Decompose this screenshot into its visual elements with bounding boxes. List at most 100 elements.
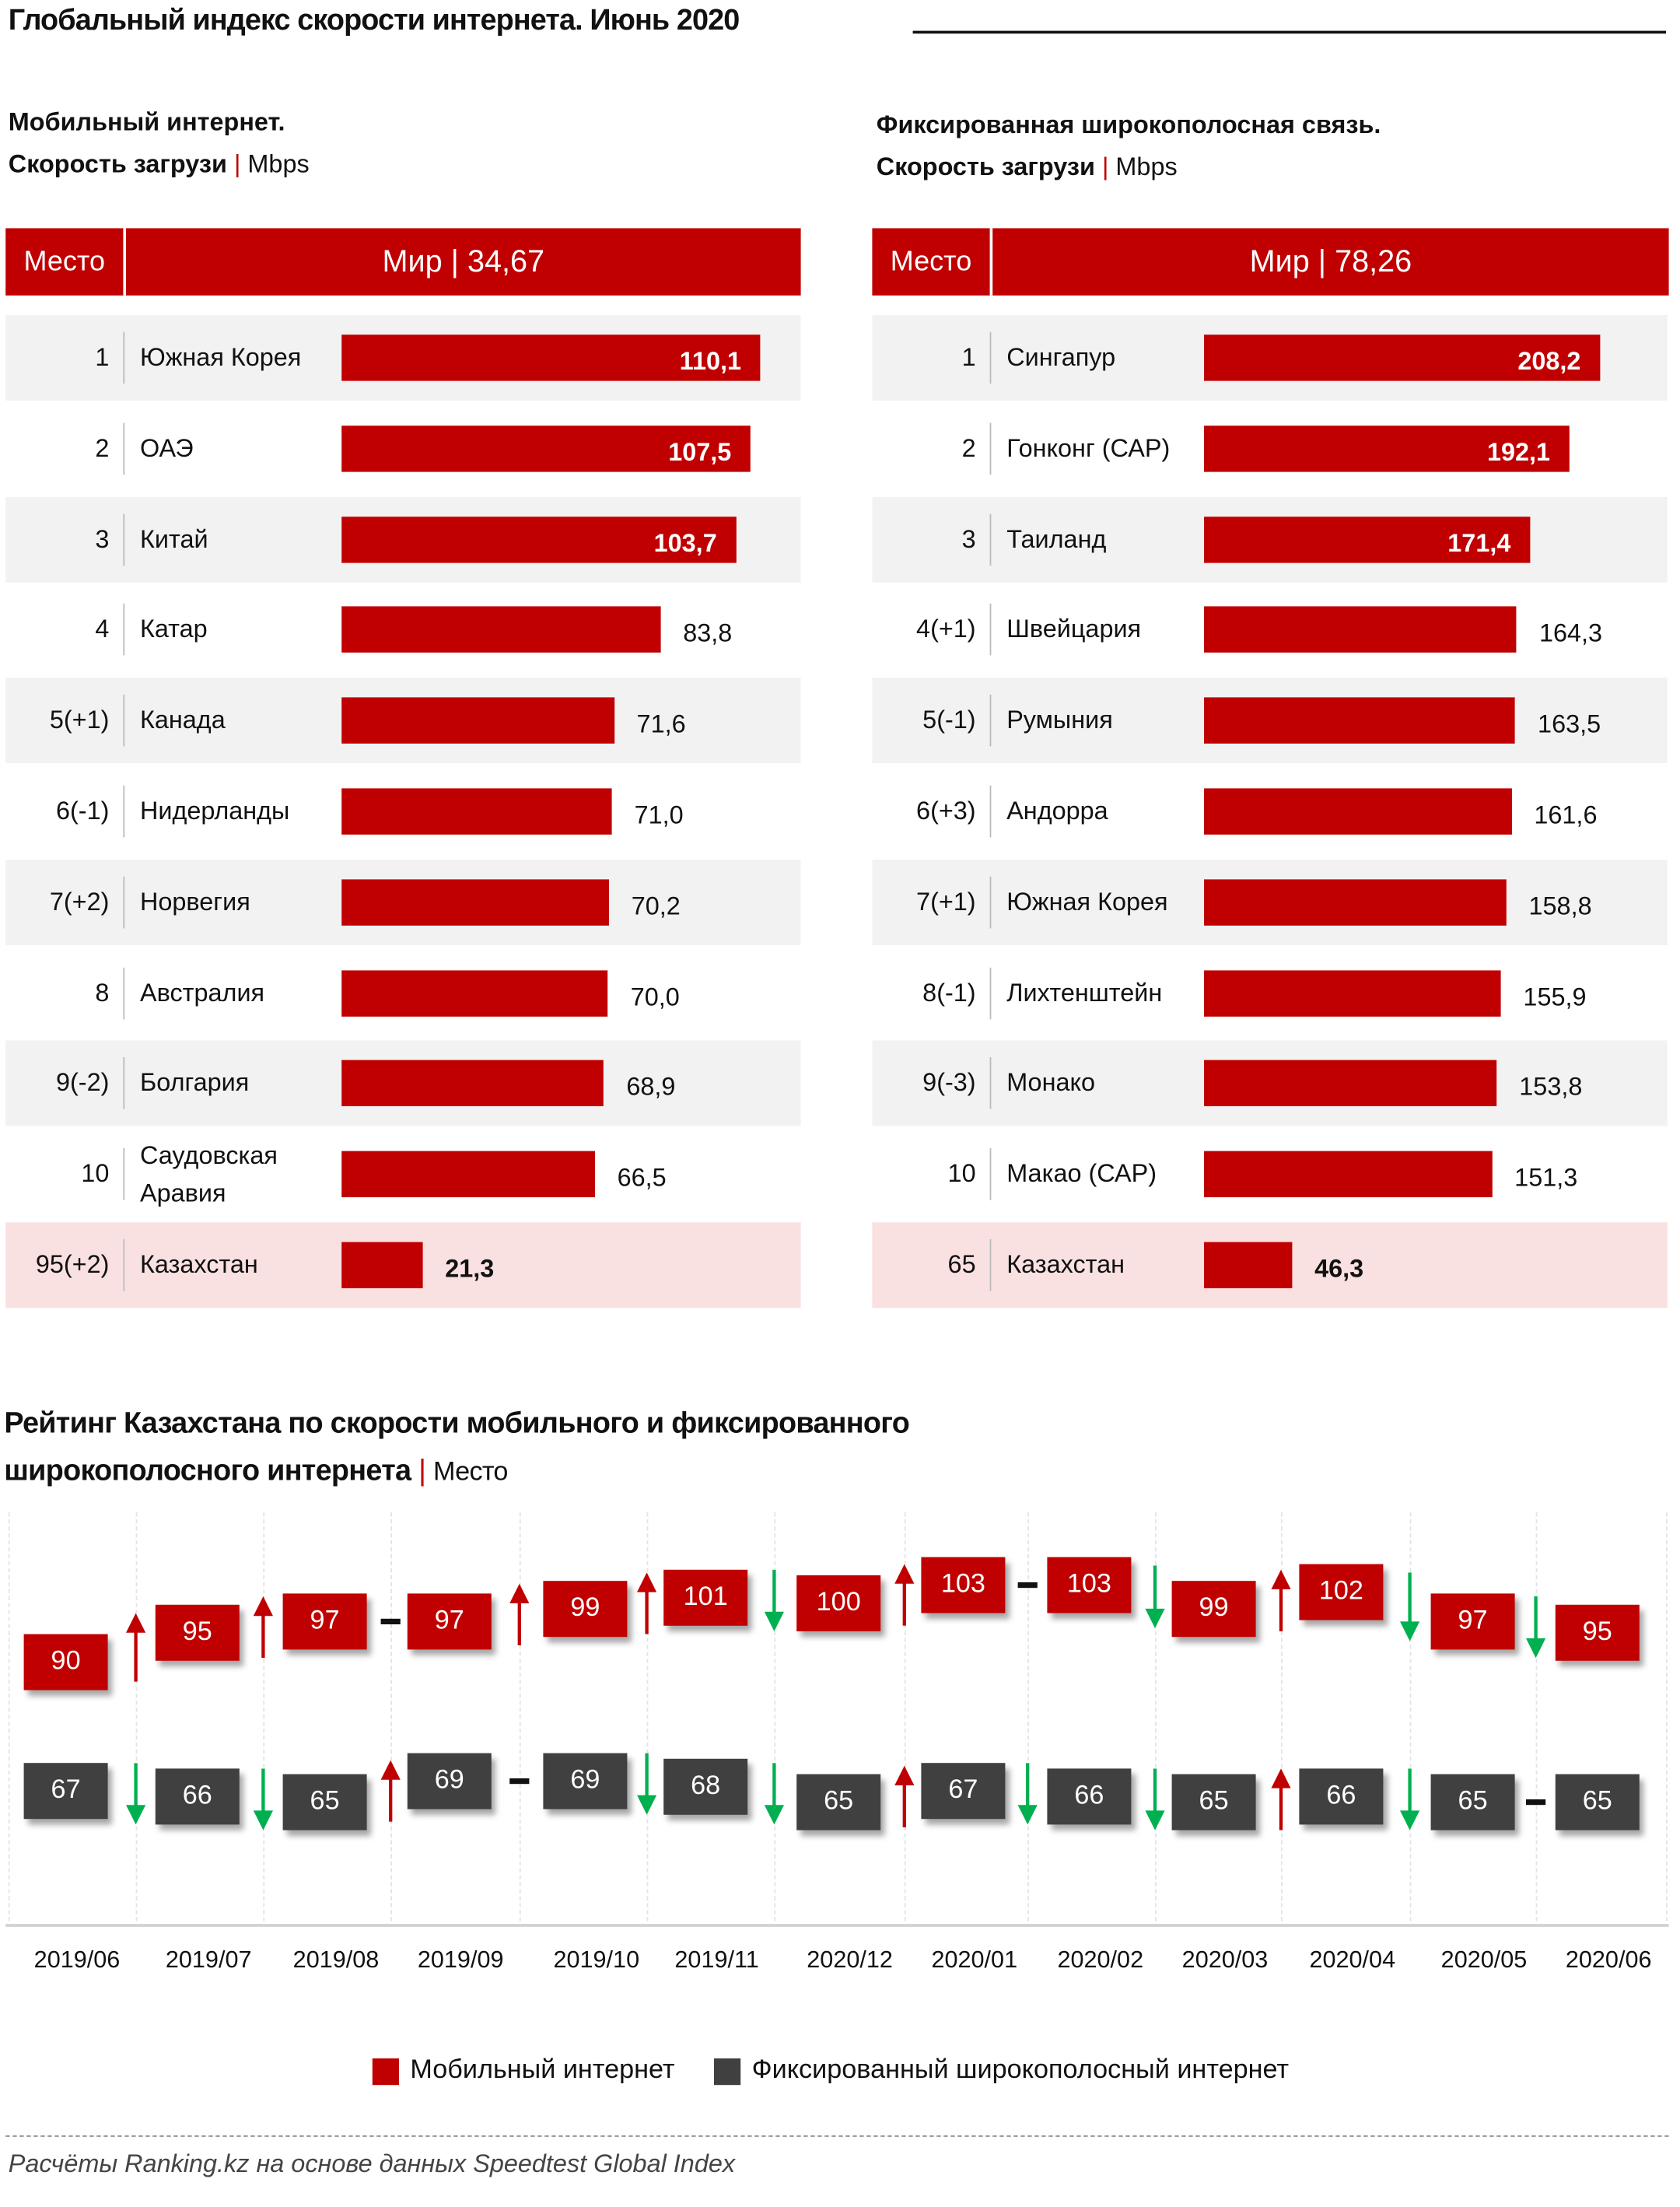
grid-line bbox=[263, 1512, 265, 1921]
grid-line bbox=[1281, 1512, 1283, 1921]
speed-bar bbox=[1204, 607, 1517, 653]
rank-cell: 3 bbox=[961, 524, 976, 553]
arrow-up-icon bbox=[252, 1596, 275, 1658]
grid-line bbox=[519, 1512, 521, 1921]
fixed-rank-box: 65 bbox=[282, 1774, 367, 1830]
mobile-rank-box: 97 bbox=[1430, 1592, 1515, 1649]
country-name: ОАЭ bbox=[140, 433, 194, 462]
column-separator bbox=[123, 1148, 125, 1200]
rank-column-header: Место bbox=[5, 228, 127, 296]
speed-bar bbox=[1204, 879, 1507, 926]
table-row: 8(-1) Лихтенштейн 155,9 bbox=[872, 950, 1668, 1036]
speed-bar bbox=[1204, 788, 1512, 835]
column-separator bbox=[123, 1239, 125, 1291]
grid-line bbox=[646, 1512, 649, 1921]
legend-label-mobile: Мобильный интернет bbox=[410, 2055, 675, 2086]
column-separator bbox=[989, 1057, 992, 1110]
pipe: | bbox=[1101, 152, 1109, 181]
pipe: | bbox=[233, 149, 241, 178]
speed-bar bbox=[341, 607, 661, 653]
arrow-down-icon bbox=[1398, 1768, 1421, 1830]
speed-bar bbox=[1204, 1151, 1493, 1198]
column-separator bbox=[123, 1057, 125, 1110]
no-change-dash bbox=[1017, 1582, 1038, 1589]
arrow-up-icon bbox=[1270, 1569, 1293, 1631]
table-row: 3 Таиланд 171,4 bbox=[872, 496, 1668, 583]
table-row: 5(+1) Канада 71,6 bbox=[5, 678, 801, 764]
x-tick-label: 2019/11 bbox=[674, 1946, 759, 1974]
mobile-rank-box: 97 bbox=[282, 1592, 367, 1649]
bar-value-label: 110,1 bbox=[679, 347, 742, 376]
country-name: Таиланд bbox=[1006, 524, 1107, 553]
mobile-rank-box: 102 bbox=[1299, 1563, 1384, 1620]
x-tick-label: 2020/03 bbox=[1181, 1946, 1269, 1974]
country-name: Болгария bbox=[140, 1069, 250, 1098]
table-row: 7(+2) Норвегия 70,2 bbox=[5, 859, 801, 945]
fixed-rank-box: 65 bbox=[1171, 1774, 1256, 1830]
speed-bar bbox=[341, 516, 737, 562]
country-name: Саудовская Аравия bbox=[140, 1140, 278, 1207]
column-separator bbox=[989, 1239, 992, 1291]
title-divider bbox=[912, 30, 1666, 34]
rank-cell: 4(+1) bbox=[916, 615, 976, 643]
mobile-table-header: Место Мир | 34,67 bbox=[5, 228, 801, 296]
chart-title-line1: Рейтинг Казахстана по скорости мобильног… bbox=[4, 1407, 910, 1440]
bar-value-label: 153,8 bbox=[1519, 1073, 1583, 1102]
rank-cell: 1 bbox=[961, 343, 976, 371]
country-name: Швейцария bbox=[1006, 615, 1142, 643]
column-separator bbox=[123, 604, 125, 657]
table-row: 9(-3) Монако 153,8 bbox=[872, 1041, 1668, 1126]
rank-cell: 7(+2) bbox=[49, 887, 110, 916]
country-name: Андорра bbox=[1006, 797, 1108, 825]
fixed-rank-box: 66 bbox=[1047, 1768, 1132, 1825]
no-change-dash bbox=[509, 1778, 530, 1784]
fixed-rank-box: 66 bbox=[1299, 1768, 1384, 1825]
arrow-up-icon bbox=[893, 1766, 915, 1828]
table-row: 4(+1) Швейцария 164,3 bbox=[872, 587, 1668, 673]
table-row: 2 Гонконг (САР) 192,1 bbox=[872, 405, 1668, 492]
arrow-down-icon bbox=[1144, 1768, 1167, 1830]
country-name: Лихтенштейн bbox=[1006, 978, 1163, 1007]
mobile-rank-box: 95 bbox=[1555, 1604, 1640, 1661]
arrow-down-icon bbox=[763, 1763, 786, 1825]
x-axis-line bbox=[5, 1924, 1669, 1927]
column-separator bbox=[123, 513, 125, 566]
fixed-rank-box: 67 bbox=[921, 1763, 1006, 1820]
arrow-up-icon bbox=[124, 1613, 147, 1682]
mobile-unit: Mbps bbox=[247, 149, 310, 178]
speed-bar bbox=[341, 1242, 423, 1288]
arrow-down-icon bbox=[1398, 1571, 1421, 1641]
column-separator bbox=[123, 422, 125, 475]
bar-value-label: 103,7 bbox=[653, 528, 717, 557]
rank-cell: 95(+2) bbox=[35, 1250, 110, 1279]
grid-line bbox=[1027, 1512, 1029, 1921]
bar-value-label: 107,5 bbox=[668, 438, 732, 467]
fixed-rank-box: 65 bbox=[796, 1774, 881, 1830]
grid-line bbox=[1666, 1512, 1668, 1921]
bar-value-label: 71,0 bbox=[634, 800, 684, 829]
column-separator bbox=[123, 695, 125, 747]
x-tick-label: 2020/05 bbox=[1440, 1946, 1528, 1974]
bar-value-label: 21,3 bbox=[445, 1254, 495, 1283]
arrow-up-icon bbox=[380, 1760, 402, 1823]
column-separator bbox=[123, 967, 125, 1019]
arrow-down-icon bbox=[763, 1569, 786, 1631]
arrow-up-icon bbox=[1270, 1768, 1293, 1830]
arrow-up-icon bbox=[635, 1572, 658, 1634]
bar-value-label: 155,9 bbox=[1523, 982, 1587, 1011]
bar-value-label: 68,9 bbox=[626, 1073, 676, 1102]
arrow-down-icon bbox=[1524, 1596, 1547, 1658]
no-change-dash bbox=[1526, 1799, 1546, 1806]
arrow-up-icon bbox=[893, 1564, 915, 1626]
table-row: 8 Австралия 70,0 bbox=[5, 950, 801, 1036]
speed-bar bbox=[341, 1151, 595, 1198]
arrow-down-icon bbox=[252, 1768, 275, 1830]
mobile-rank-box: 103 bbox=[1047, 1557, 1132, 1614]
table-row: 9(-2) Болгария 68,9 bbox=[5, 1041, 801, 1126]
speed-bar bbox=[1204, 335, 1601, 381]
country-name: Норвегия bbox=[140, 887, 250, 916]
mobile-rank-box: 90 bbox=[23, 1634, 108, 1690]
bar-value-label: 66,5 bbox=[617, 1164, 667, 1193]
no-change-dash bbox=[380, 1618, 401, 1624]
rank-cell: 10 bbox=[947, 1159, 976, 1188]
